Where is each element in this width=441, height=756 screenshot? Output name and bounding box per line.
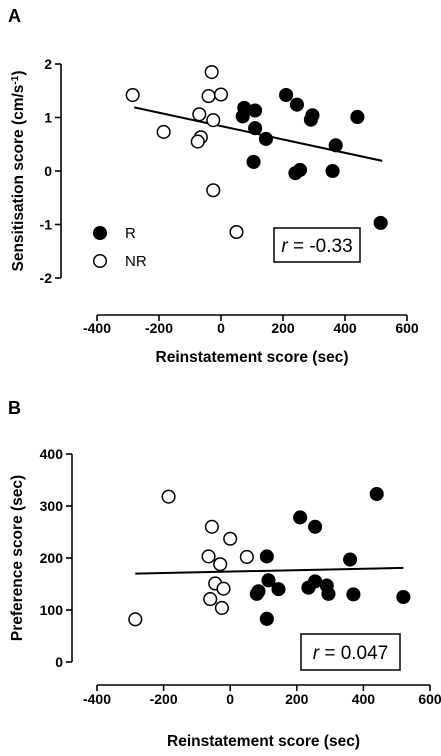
panel-a-point-r (289, 97, 305, 112)
panel-b-x-tick-label: 400 (352, 691, 376, 707)
panel-a-x-tick-label: 0 (217, 320, 225, 336)
panel-b-point-r (346, 587, 361, 602)
panel-a-point-r (373, 215, 388, 230)
panel-b-point-r (261, 573, 276, 588)
panel-b-x-tick-label: 0 (226, 691, 234, 707)
panel-a-point-r (328, 138, 343, 153)
panel-b-plot: 0 100 200 300 400 -400 -200 0 200 400 600 Reinstate… (9, 446, 441, 750)
panel-b-r-value: r = 0.047 (313, 643, 389, 664)
panel-a-y-tick-label: 2 (44, 56, 52, 72)
panel-b-point-r (396, 589, 411, 605)
panel-b-point-nr (204, 519, 219, 534)
panel-b-x-tick-label: -200 (150, 691, 178, 707)
panel-a-r-value: r = -0.33 (281, 236, 352, 257)
panel-a-point-nr (125, 87, 140, 103)
panel-a-y-tick-label: 0 (44, 163, 52, 179)
panel-b-point-r (343, 552, 358, 567)
panel-b-point-r (301, 580, 316, 595)
panel-a-legend-marker (92, 253, 108, 269)
panel-a: A -2 -1 0 1 2 -400 -200 0 200 400 600 Reinstatement… (8, 6, 419, 366)
panel-a-x-tick-label: 200 (271, 320, 295, 336)
panel-a-x-tick-label: -400 (83, 320, 111, 336)
panel-b-point-nr (161, 489, 176, 504)
panel-b-y-tick-label: 100 (40, 602, 64, 618)
panel-a-point-nr (204, 64, 219, 80)
panel-b-point-r (293, 510, 308, 525)
panel-b-y-tick-label: 0 (55, 654, 63, 670)
panel-a-point-nr (229, 224, 244, 240)
panel-b-x-tick-label: 200 (285, 691, 309, 707)
panel-a-x-axis-title: Reinstatement score (sec) (156, 349, 349, 366)
panel-a-point-r (350, 109, 365, 125)
panel-b-y-tick-label: 400 (40, 446, 64, 462)
panel-a-label: A (8, 6, 21, 26)
panel-a-point-r (279, 87, 294, 103)
panel-a-x-tick-label: -200 (145, 320, 173, 336)
panel-a-point-nr (156, 124, 171, 139)
panel-a-y-tick-label: 1 (44, 110, 52, 126)
panel-a-legend-label: NR (125, 253, 147, 270)
panel-b-x-tick-label: -400 (83, 691, 111, 707)
panel-b-y-tick-label: 200 (40, 550, 64, 566)
panel-a-point-r (246, 154, 261, 169)
panel-b-point-nr (216, 581, 231, 596)
panel-b-point-nr (239, 549, 254, 565)
panel-a-point-nr (206, 113, 221, 128)
panel-a-r-box (273, 227, 361, 263)
panel-a-point-r (303, 112, 318, 127)
panel-a-y-axis-title: Sensitisation score (cm/s-1) (10, 70, 28, 271)
panel-b-point-nr (203, 592, 218, 607)
panel-a-point-r (248, 121, 263, 136)
panel-b-x-tick-label: 600 (418, 691, 441, 707)
panel-a-point-nr (206, 183, 221, 198)
panel-a-legend-label: R (125, 225, 136, 242)
panel-a-y-tick-label: -1 (40, 217, 53, 233)
panel-b-point-r (259, 549, 274, 564)
panel-b-point-r (308, 519, 323, 534)
panel-a-x-tick-label: 600 (395, 320, 419, 336)
panel-a-point-r (248, 103, 263, 118)
panel-b: B 0 100 200 300 400 -400 -200 0 200 400 600 Reinsta… (8, 398, 441, 750)
panel-a-y-tick-label: -2 (40, 270, 53, 286)
panel-b-point-r (259, 611, 274, 626)
panel-b-r-box (300, 633, 401, 671)
panel-b-point-nr (201, 549, 216, 564)
panel-a-point-r (258, 131, 274, 146)
panel-b-point-r (249, 586, 264, 601)
panel-b-y-axis-title: Preference score (sec) (9, 475, 26, 641)
panel-a-point-r (325, 163, 340, 179)
panel-b-label: B (8, 398, 21, 418)
panel-a-point-nr (213, 87, 229, 102)
panel-a-point-r (235, 109, 250, 124)
panel-a-point-nr (190, 134, 205, 149)
panel-b-point-r (369, 486, 384, 502)
panel-a-plot: -2 -1 0 1 2 -400 -200 0 200 400 600 Reinstatement s… (10, 56, 419, 366)
panel-b-point-r (271, 582, 286, 597)
panel-a-point-r (288, 166, 303, 181)
panel-b-regression-line (135, 566, 404, 575)
panel-b-point-nr (223, 531, 238, 546)
panel-a-x-tick-label: 400 (333, 320, 357, 336)
panel-b-y-tick-label: 300 (40, 498, 64, 514)
panel-b-x-axis-title: Reinstatement score (sec) (167, 733, 360, 750)
panel-a-point-nr (192, 107, 207, 122)
panel-b-point-nr (213, 557, 228, 572)
panel-b-point-nr (214, 600, 229, 615)
panel-b-point-r (321, 586, 336, 601)
panel-b-point-nr (128, 612, 143, 627)
panel-a-legend: R NR (92, 225, 147, 270)
panel-a-point-nr (201, 89, 216, 104)
panel-a-legend-marker (92, 225, 108, 241)
